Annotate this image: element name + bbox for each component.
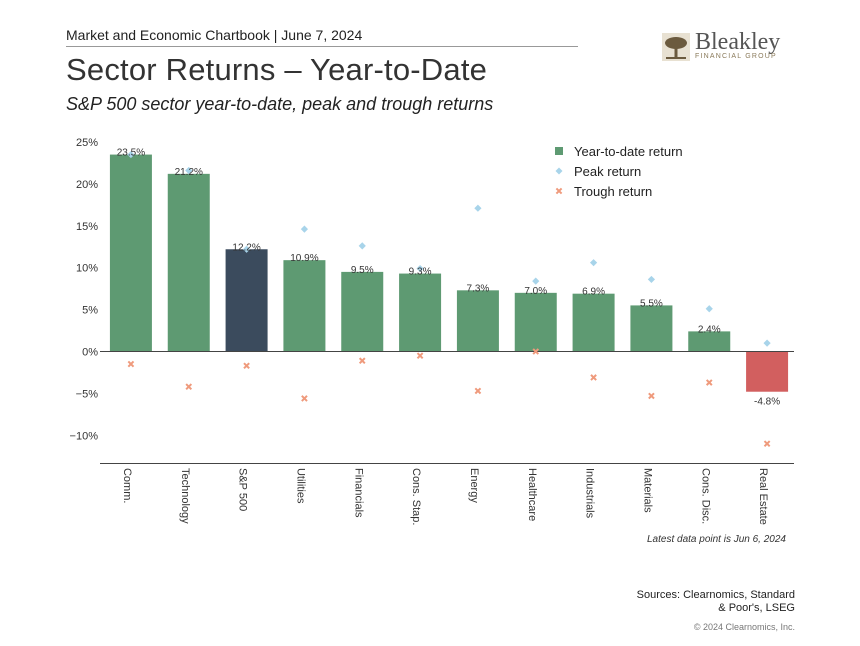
trough-marker <box>590 374 597 381</box>
legend-swatch-ytd <box>555 147 563 155</box>
trough-marker <box>416 352 424 359</box>
trough-marker <box>532 348 540 355</box>
y-tick-label: 10% <box>76 263 98 275</box>
legend-swatch-peak <box>555 167 563 175</box>
peak-marker <box>242 245 251 253</box>
peak-trough-markers <box>127 150 771 447</box>
tree-icon <box>662 33 690 61</box>
chart-title: Sector Returns – Year-to-Date <box>66 52 488 87</box>
data-label: 9.3% <box>409 267 432 278</box>
data-label: 2.4% <box>698 324 721 335</box>
y-tick-label: 0% <box>82 347 98 359</box>
trough-marker <box>185 383 193 391</box>
peak-marker <box>358 242 366 250</box>
ytd-bar <box>514 292 557 352</box>
x-tick-label: Technology <box>179 468 191 524</box>
ytd-bar <box>341 271 384 352</box>
y-tick-label: −10% <box>70 430 99 442</box>
y-tick-label: 5% <box>82 305 98 317</box>
ytd-bar <box>688 331 731 352</box>
x-tick-label: Cons. Stap. <box>410 468 422 525</box>
data-labels: 23.5% 21.2% 12.2% 10.9% 9.5% 9.3% 7.3% 7.0% 6.9%… <box>117 148 781 408</box>
legend-label: Trough return <box>574 184 652 199</box>
ytd-bar <box>572 293 615 352</box>
peak-marker <box>416 264 424 273</box>
y-tick-label: −5% <box>76 388 99 400</box>
trough-marker <box>763 440 771 447</box>
data-label: 7.0% <box>524 286 547 297</box>
ytd-bar <box>456 290 499 352</box>
x-tick-label: S&P 500 <box>237 468 249 511</box>
peak-marker <box>647 275 656 284</box>
trough-marker <box>301 395 308 402</box>
logo-tagline: FINANCIAL GROUP <box>695 53 777 60</box>
data-label: 23.5% <box>117 148 145 159</box>
data-label: 6.9% <box>582 287 605 298</box>
trough-marker <box>243 362 250 370</box>
x-tick-label: Energy <box>468 468 480 503</box>
ytd-bar <box>746 351 789 392</box>
data-label: 12.2% <box>232 242 260 253</box>
trough-marker <box>705 379 713 386</box>
report-header-line: Market and Economic Chartbook | June 7, … <box>66 27 363 43</box>
data-label: 21.2% <box>175 167 203 178</box>
peak-marker <box>763 339 771 347</box>
x-tick-label: Cons. Disc. <box>699 468 711 524</box>
data-label: -4.8% <box>754 397 780 408</box>
trough-marker <box>127 360 135 368</box>
logo-name: Bleakley <box>695 29 781 55</box>
trough-marker <box>474 387 482 395</box>
chart-subtitle: S&P 500 sector year-to-date, peak and tr… <box>66 94 494 114</box>
peak-marker <box>185 166 193 175</box>
y-tick-label: 25% <box>76 137 98 149</box>
data-label: 5.5% <box>640 298 663 309</box>
ytd-bar <box>167 173 210 352</box>
ytd-bar <box>630 305 673 352</box>
ytd-bar <box>109 154 152 352</box>
legend-label: Peak return <box>574 164 641 179</box>
ytd-bars <box>109 154 789 392</box>
x-tick-label: Industrials <box>584 468 596 519</box>
peak-marker <box>127 150 135 159</box>
peak-marker <box>589 259 598 267</box>
peak-marker <box>532 277 540 285</box>
y-axis: 25% 20% 15% 10% 5% 0% −5% −10% <box>70 137 99 442</box>
x-tick-label: Healthcare <box>526 468 538 521</box>
legend-label: Year-to-date return <box>574 144 683 159</box>
ytd-bar <box>283 260 326 352</box>
sources-note: Sources: Clearnomics, Standard & Poor's,… <box>636 589 795 614</box>
company-logo: Bleakley FINANCIAL GROUP <box>662 29 792 63</box>
trough-marker <box>358 357 366 365</box>
trough-marker <box>648 392 655 400</box>
ytd-bar <box>225 249 268 352</box>
ytd-bar <box>399 273 442 352</box>
peak-marker <box>300 225 309 233</box>
x-tick-label: Materials <box>642 468 654 513</box>
latest-data-note: Latest data point is Jun 6, 2024 <box>647 534 786 545</box>
data-label: 7.3% <box>467 283 490 294</box>
x-tick-label: Utilities <box>295 468 307 504</box>
data-label: 10.9% <box>290 253 318 264</box>
legend-swatch-trough <box>555 187 563 195</box>
data-label: 9.5% <box>351 265 374 276</box>
copyright: © 2024 Clearnomics, Inc. <box>693 622 795 632</box>
x-tick-label: Comm. <box>121 468 133 503</box>
x-tick-label: Real Estate <box>757 468 769 525</box>
y-tick-label: 15% <box>76 221 98 233</box>
chart-legend: Year-to-date return Peak return Trough ret… <box>555 144 683 199</box>
x-axis: Comm. Technology S&P 500 Utilities Financial… <box>100 463 794 525</box>
peak-marker <box>474 204 482 212</box>
x-tick-label: Financials <box>352 468 364 518</box>
y-tick-label: 20% <box>76 179 98 191</box>
header-divider <box>66 46 578 47</box>
peak-marker <box>705 305 713 313</box>
